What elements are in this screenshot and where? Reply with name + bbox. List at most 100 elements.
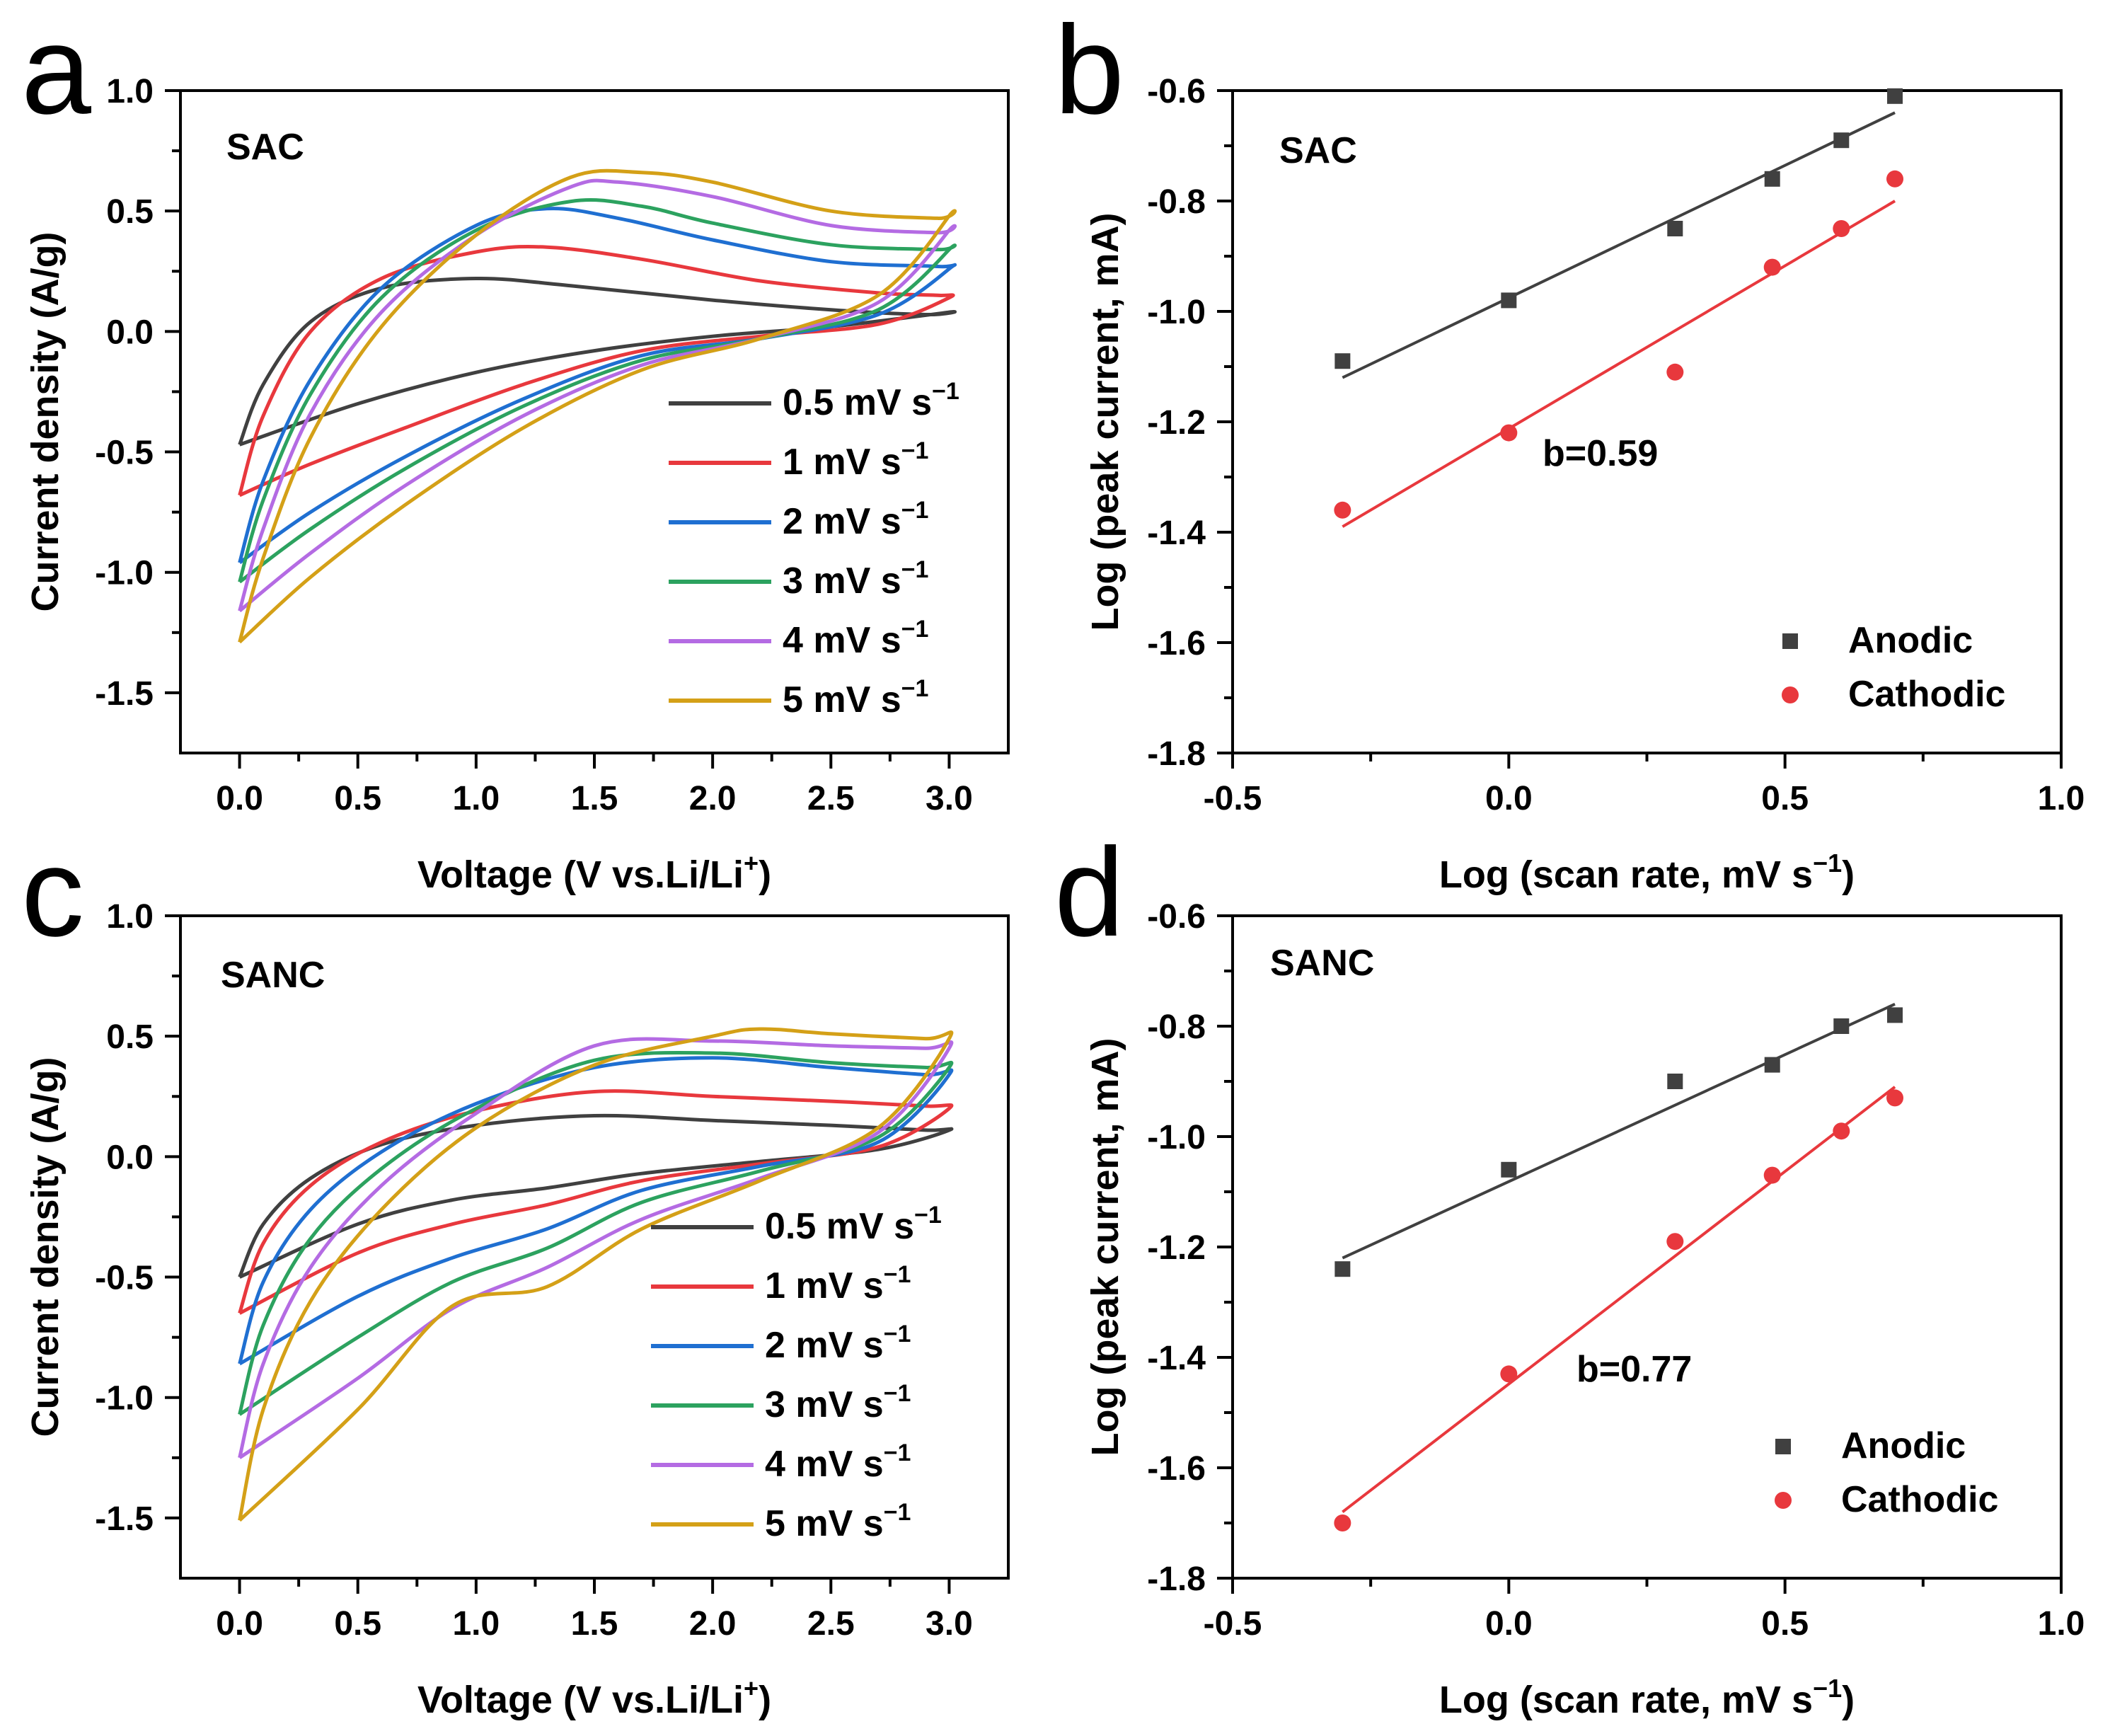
legend-entry-sup: −1 — [884, 1261, 911, 1288]
x-axis-label: Log (scan rate, mV s−1) — [1439, 849, 1855, 896]
y-tick-label: -1.0 — [95, 1380, 154, 1418]
legend-entry-sup: −1 — [884, 1439, 911, 1466]
y-tick-label: -0.6 — [1147, 73, 1206, 110]
fit-line-anodic — [1342, 1002, 1896, 1260]
y-tick-label: -1.8 — [1147, 735, 1206, 773]
x-axis-label-main: Voltage (V vs.Li/Li — [417, 1679, 744, 1721]
data-point-anodic — [1334, 353, 1351, 369]
data-point-cathodic — [1886, 170, 1904, 188]
legend: 0.5 mV s−11 mV s−12 mV s−13 mV s−14 mV s… — [669, 378, 959, 720]
legend-entry-label: 1 mV s — [765, 1265, 884, 1306]
legend-entry-sup: −1 — [884, 1499, 911, 1526]
legend-entry: 0.5 mV s−1 — [783, 378, 959, 423]
legend-entry-label: 5 mV s — [765, 1503, 884, 1544]
x-tick-label: 0.0 — [1485, 780, 1533, 817]
data-point-anodic — [1334, 1261, 1351, 1277]
y-axis-label: Log (peak current, mA) — [1084, 212, 1126, 631]
y-tick-label: -0.5 — [95, 1260, 154, 1297]
y-tick-label: 0.5 — [106, 193, 154, 231]
x-axis-label-sup: + — [744, 1674, 759, 1703]
y-tick-label: -1.2 — [1147, 404, 1206, 442]
sample-label: SANC — [1270, 943, 1374, 984]
legend-entry-label: 0.5 mV s — [783, 382, 932, 423]
x-tick-label: 1.0 — [452, 1605, 500, 1643]
legend-entry-sup: −1 — [932, 378, 959, 405]
ticks — [165, 89, 951, 769]
x-tick-label: 1.0 — [2038, 1605, 2085, 1643]
data-point-anodic — [1833, 132, 1850, 149]
x-tick-label: 3.0 — [926, 780, 973, 817]
cv-curve-4 — [238, 1050, 954, 1416]
legend-entry-sup: −1 — [901, 497, 929, 524]
x-tick-label: 2.0 — [689, 780, 737, 817]
cv-curve-5 — [238, 1037, 954, 1459]
scatter-series — [1334, 1002, 1904, 1531]
chart-c: c 0.0 0.5 1.0 1.5 2.0 2.5 3.0 1.0 0.5 0.0 -0.5 -1.0 -… — [21, 822, 1010, 1721]
y-tick-label: -0.6 — [1147, 898, 1206, 936]
x-tick-label: -0.5 — [1204, 1605, 1262, 1643]
x-tick-label: -0.5 — [1204, 780, 1262, 817]
x-tick-label: 0.5 — [334, 780, 381, 817]
data-point-cathodic — [1833, 220, 1850, 237]
x-tick-label: 0.0 — [1485, 1605, 1533, 1643]
data-point-cathodic — [1763, 1166, 1781, 1184]
data-point-cathodic — [1500, 424, 1518, 442]
legend-entry-sup: −1 — [901, 675, 929, 702]
y-tick-label: 0.5 — [106, 1018, 154, 1056]
panel-letter: c — [21, 822, 84, 962]
cv-curve-6 — [238, 1027, 954, 1522]
legend-entry-label: 4 mV s — [783, 620, 901, 661]
cv-curve-1 — [238, 1113, 954, 1279]
data-point-cathodic — [1886, 1089, 1904, 1107]
cv-curve-2 — [238, 245, 955, 498]
y-tick-label: -1.0 — [1147, 294, 1206, 331]
slope-label: b=0.77 — [1576, 1349, 1692, 1390]
legend-entry: 3 mV s−1 — [783, 556, 928, 602]
y-tick-label: -1.6 — [1147, 625, 1206, 662]
legend-entry: 5 mV s−1 — [783, 675, 928, 720]
data-point-cathodic — [1833, 1122, 1850, 1140]
x-tick-label: 2.5 — [807, 780, 855, 817]
x-tick-label: 1.5 — [571, 1605, 618, 1643]
legend-entry: 2 mV s−1 — [765, 1321, 911, 1366]
data-point-cathodic — [1666, 363, 1684, 381]
legend-entry: Anodic — [1841, 1425, 1966, 1466]
x-axis-label-tail: ) — [1842, 1679, 1855, 1721]
data-point-cathodic — [1334, 1514, 1351, 1531]
data-point-anodic — [1667, 221, 1683, 236]
legend-entry-label: 3 mV s — [765, 1384, 884, 1425]
x-axis-label: Voltage (V vs.Li/Li+) — [417, 1674, 771, 1721]
legend-entry: Cathodic — [1841, 1479, 1998, 1520]
x-tick-label: 0.0 — [216, 780, 263, 817]
data-point-cathodic — [1500, 1365, 1518, 1383]
y-tick-label: -0.5 — [95, 435, 154, 472]
y-tick-label: -1.8 — [1147, 1560, 1206, 1598]
fit-line-cathodic — [1342, 200, 1896, 528]
data-point-anodic — [1501, 292, 1517, 309]
y-tick-label: 1.0 — [106, 898, 154, 936]
fit-line-cathodic — [1342, 1086, 1896, 1513]
legend: 0.5 mV s−11 mV s−12 mV s−13 mV s−14 mV s… — [651, 1202, 942, 1544]
legend-entry-sup: −1 — [914, 1202, 942, 1229]
panel-letter: b — [1054, 0, 1124, 140]
legend: Anodic Cathodic — [1775, 1425, 1998, 1520]
cv-curve-3 — [238, 207, 957, 565]
legend-entry: 3 mV s−1 — [765, 1380, 911, 1425]
x-tick-label: 0.5 — [334, 1605, 381, 1643]
legend-entry: 2 mV s−1 — [783, 497, 928, 542]
cv-curve-5 — [238, 178, 957, 613]
ticks — [1217, 914, 2063, 1594]
x-axis-label-tail: ) — [759, 1679, 771, 1721]
x-axis-label-sup: + — [744, 849, 759, 878]
legend-entry-label: 2 mV s — [783, 501, 901, 542]
ticks — [165, 914, 951, 1594]
legend-entry: 0.5 mV s−1 — [765, 1202, 942, 1247]
x-tick-label: 2.5 — [807, 1605, 855, 1643]
x-tick-label: 0.0 — [216, 1605, 263, 1643]
x-tick-label: 3.0 — [926, 1605, 973, 1643]
legend-entry-label: 1 mV s — [783, 442, 901, 483]
legend-marker — [1782, 686, 1799, 703]
x-axis-label-main: Log (scan rate, mV s — [1439, 853, 1813, 896]
data-point-anodic — [1887, 88, 1903, 104]
